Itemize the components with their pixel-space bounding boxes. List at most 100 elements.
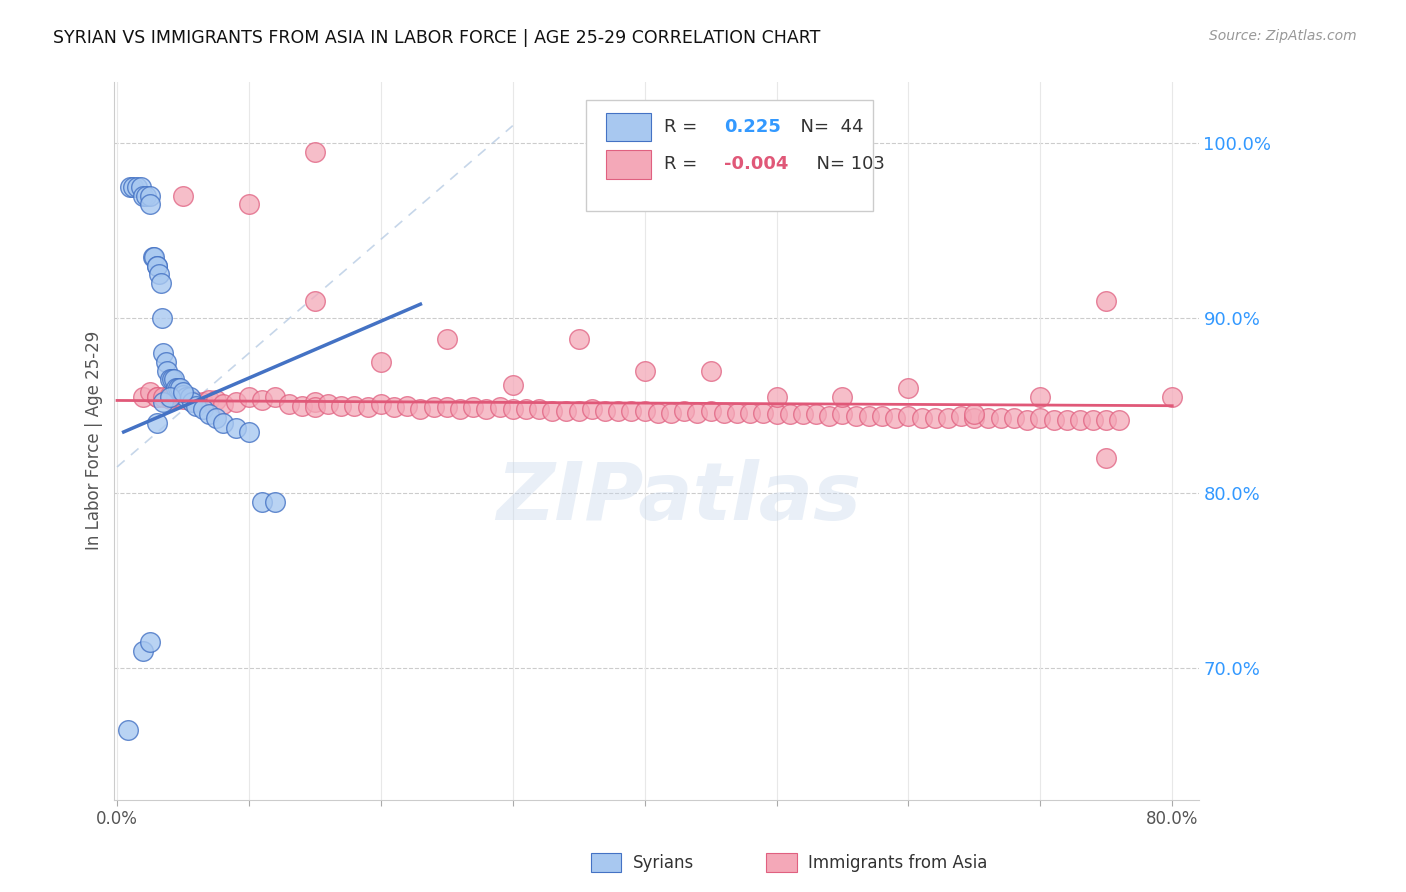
Point — [356, 401, 378, 415]
Point — [277, 397, 299, 411]
Point — [527, 402, 550, 417]
Point — [139, 188, 162, 202]
Point — [149, 276, 172, 290]
Point — [370, 397, 392, 411]
Point — [291, 399, 314, 413]
Point — [765, 390, 787, 404]
Text: SYRIAN VS IMMIGRANTS FROM ASIA IN LABOR FORCE | AGE 25-29 CORRELATION CHART: SYRIAN VS IMMIGRANTS FROM ASIA IN LABOR … — [53, 29, 821, 46]
Point — [436, 332, 458, 346]
Text: N= 103: N= 103 — [806, 155, 884, 173]
Point — [159, 392, 181, 406]
Point — [924, 411, 946, 425]
Point — [181, 395, 204, 409]
Point — [316, 397, 339, 411]
Point — [858, 409, 880, 424]
Point — [1017, 413, 1039, 427]
Point — [554, 404, 576, 418]
Point — [304, 293, 326, 308]
Point — [225, 395, 247, 409]
Point — [152, 346, 174, 360]
Point — [818, 409, 841, 424]
Point — [186, 395, 208, 409]
Point — [990, 411, 1012, 425]
Point — [673, 404, 696, 418]
Point — [725, 406, 748, 420]
Point — [172, 390, 194, 404]
Text: R =: R = — [664, 155, 703, 173]
Point — [382, 401, 405, 415]
Point — [191, 402, 214, 417]
Point — [1081, 413, 1104, 427]
Point — [186, 399, 208, 413]
Point — [145, 259, 167, 273]
Point — [139, 635, 162, 649]
Point — [135, 188, 157, 202]
Point — [179, 390, 201, 404]
Point — [172, 384, 194, 399]
Bar — [606, 112, 651, 142]
Point — [139, 197, 162, 211]
Point — [169, 381, 191, 395]
Point — [142, 250, 165, 264]
Point — [436, 401, 458, 415]
Point — [238, 197, 260, 211]
Point — [172, 392, 194, 406]
Point — [792, 408, 814, 422]
Point — [120, 180, 142, 194]
Point — [713, 406, 735, 420]
Point — [502, 402, 524, 417]
Point — [211, 416, 233, 430]
Point — [165, 381, 187, 395]
Point — [159, 372, 181, 386]
Point — [897, 381, 920, 395]
Point — [1095, 413, 1118, 427]
Point — [163, 372, 186, 386]
Text: -0.004: -0.004 — [724, 155, 789, 173]
Point — [568, 404, 591, 418]
Text: ZIPatlas: ZIPatlas — [496, 459, 860, 537]
Point — [143, 250, 166, 264]
Point — [779, 408, 801, 422]
Point — [515, 402, 537, 417]
Point — [581, 402, 603, 417]
Point — [150, 311, 173, 326]
Y-axis label: In Labor Force | Age 25-29: In Labor Force | Age 25-29 — [86, 331, 103, 550]
Point — [950, 409, 973, 424]
Point — [831, 390, 853, 404]
Point — [607, 404, 630, 418]
Point — [1029, 411, 1052, 425]
Point — [174, 390, 197, 404]
Point — [409, 402, 432, 417]
Text: 0.225: 0.225 — [724, 118, 780, 136]
Point — [148, 268, 170, 282]
Point — [831, 408, 853, 422]
Point — [740, 406, 762, 420]
Point — [396, 399, 419, 413]
Point — [620, 404, 643, 418]
Point — [502, 377, 524, 392]
Point — [1069, 413, 1091, 427]
Point — [463, 401, 485, 415]
Point — [191, 395, 214, 409]
Point — [686, 406, 709, 420]
Point — [976, 411, 998, 425]
Point — [125, 180, 148, 194]
Point — [449, 402, 471, 417]
Point — [1029, 390, 1052, 404]
Point — [179, 393, 201, 408]
Point — [304, 145, 326, 159]
Point — [264, 390, 287, 404]
Point — [568, 332, 591, 346]
Point — [172, 388, 194, 402]
Point — [152, 390, 174, 404]
Point — [250, 393, 273, 408]
Text: Syrians: Syrians — [633, 854, 695, 871]
Point — [304, 395, 326, 409]
Point — [264, 495, 287, 509]
Point — [1056, 413, 1078, 427]
Point — [870, 409, 893, 424]
Point — [238, 425, 260, 439]
Text: N=  44: N= 44 — [789, 118, 863, 136]
Point — [1108, 413, 1130, 427]
Point — [198, 408, 221, 422]
